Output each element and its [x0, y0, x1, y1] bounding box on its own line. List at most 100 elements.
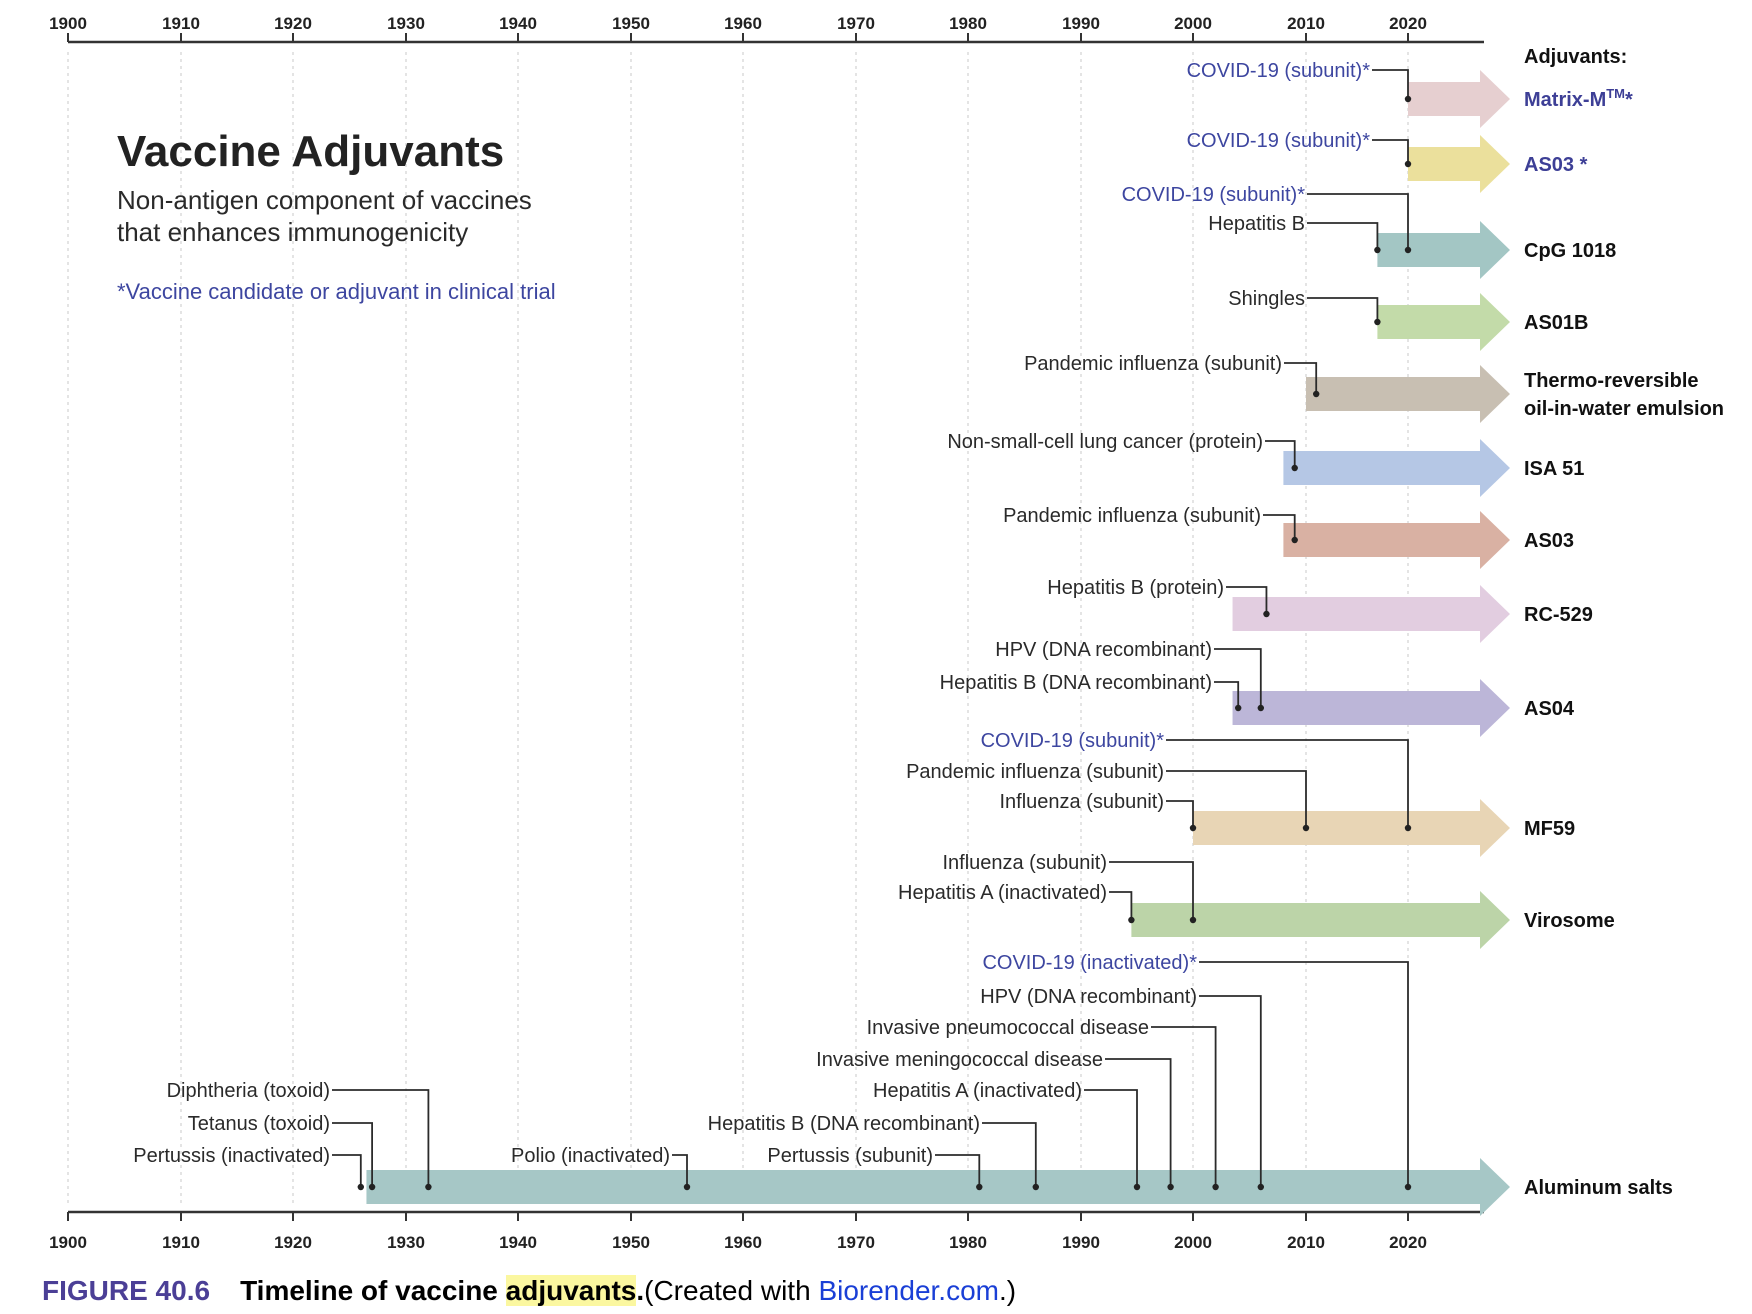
title-period: . — [636, 1275, 645, 1306]
connector-line — [332, 1089, 430, 1187]
vaccine-marker: Non-small-cell lung cancer (protein) — [947, 431, 1298, 472]
vaccine-label: Influenza (subunit) — [999, 791, 1164, 813]
connector-line — [1372, 139, 1409, 164]
vaccine-dot — [357, 1183, 364, 1191]
bottom-tick-label-1990: 1990 — [1062, 1233, 1100, 1252]
vaccine-marker: COVID-19 (subunit)* — [981, 730, 1412, 832]
connector-line — [1105, 1058, 1172, 1187]
vaccine-label: Pandemic influenza (subunit) — [906, 761, 1164, 783]
vaccine-dot — [1189, 824, 1197, 832]
vaccine-label: Hepatitis A (inactivated) — [873, 1080, 1082, 1102]
bottom-tick-label-1910: 1910 — [162, 1233, 200, 1252]
bottom-tick-label-1900: 1900 — [49, 1233, 87, 1252]
top-tick-label-1920: 1920 — [274, 14, 312, 33]
vaccine-marker: HPV (DNA recombinant) — [995, 639, 1265, 712]
vaccine-dot — [1291, 536, 1298, 544]
adjuvant-label: Matrix-MTM* — [1524, 86, 1633, 111]
connector-line — [332, 1154, 362, 1187]
bottom-axis: 1900 1910 1920 1930 1940 1950 1960 1970 1980 1990… — [49, 1210, 1484, 1252]
adjuvant-row-rc-529: RC-529 Hepatitis B (protein) — [1047, 577, 1593, 643]
adjuvant-label: Aluminum salts — [1524, 1177, 1673, 1199]
highlighted-word: adjuvants — [505, 1275, 637, 1306]
vaccine-marker: Hepatitis A (inactivated) — [873, 1080, 1141, 1191]
vaccine-dot — [1257, 704, 1265, 712]
trial-note: *Vaccine candidate or adjuvant in clinic… — [117, 279, 556, 304]
vaccine-dot — [1313, 390, 1320, 398]
adjuvant-arrow — [1408, 70, 1510, 128]
vaccine-marker: HPV (DNA recombinant) — [980, 986, 1265, 1191]
vaccine-marker: Hepatitis B (protein) — [1047, 577, 1270, 618]
biorender-link[interactable]: Biorender.com — [818, 1275, 999, 1306]
top-tick-label-2010: 2010 — [1287, 14, 1325, 33]
bottom-tick-label-2000: 2000 — [1174, 1233, 1212, 1252]
vaccine-marker: Polio (inactivated) — [511, 1145, 691, 1191]
credit-open: (Created with — [644, 1275, 819, 1306]
adjuvant-rows: Matrix-MTM* COVID-19 (subunit)* AS03 * COVI… — [133, 60, 1724, 1216]
adjuvant-arrow — [1283, 439, 1510, 497]
connector-line — [1199, 995, 1262, 1187]
vaccine-label: HPV (DNA recombinant) — [980, 986, 1197, 1008]
vaccine-dot — [1128, 916, 1135, 924]
connector-line — [1151, 1026, 1217, 1187]
vaccine-dot — [976, 1183, 983, 1191]
vaccine-label: Pertussis (subunit) — [767, 1145, 933, 1167]
adjuvant-row-isa-51: ISA 51 Non-small-cell lung cancer (protei… — [947, 431, 1584, 497]
vaccine-marker: Invasive pneumococcal disease — [867, 1017, 1219, 1191]
top-tick-label-1910: 1910 — [162, 14, 200, 33]
chart-title: Vaccine Adjuvants — [117, 127, 504, 176]
vaccine-dot — [1404, 824, 1412, 832]
connector-line — [672, 1154, 688, 1187]
top-tick-label-2000: 2000 — [1174, 14, 1212, 33]
bottom-tick-label-1960: 1960 — [724, 1233, 762, 1252]
vaccine-marker: Influenza (subunit) — [942, 852, 1197, 924]
vaccine-label: Pertussis (inactivated) — [133, 1145, 330, 1167]
connector-line — [1109, 861, 1194, 920]
subtitle-line-1: Non-antigen component of vaccines — [117, 185, 532, 215]
connector-line — [1372, 69, 1409, 99]
top-tick-label-1950: 1950 — [612, 14, 650, 33]
vaccine-dot — [1189, 916, 1197, 924]
adjuvant-label: AS01B — [1524, 312, 1588, 334]
bottom-tick-label-2020: 2020 — [1389, 1233, 1427, 1252]
adjuvant-row-matrix-m: Matrix-MTM* COVID-19 (subunit)* — [1187, 60, 1633, 128]
vaccine-label: Pandemic influenza (subunit) — [1003, 505, 1261, 527]
top-axis: 1900 1910 1920 1930 1940 1950 1960 1970 1980 1990… — [49, 14, 1484, 44]
vaccine-marker: COVID-19 (inactivated)* — [982, 952, 1412, 1191]
vaccine-dot — [368, 1183, 376, 1191]
vaccine-label: Pandemic influenza (subunit) — [1024, 353, 1282, 375]
connector-line — [1214, 648, 1262, 708]
vaccine-label: Hepatitis B (DNA recombinant) — [940, 672, 1212, 694]
vaccine-marker: Invasive meningococcal disease — [816, 1049, 1174, 1191]
vaccine-dot — [1404, 160, 1412, 168]
vaccine-label: Non-small-cell lung cancer (protein) — [947, 431, 1263, 453]
vaccine-dot — [1167, 1183, 1174, 1191]
vaccine-label: Invasive meningococcal disease — [816, 1049, 1103, 1071]
connector-line — [982, 1122, 1037, 1187]
top-tick-label-1980: 1980 — [949, 14, 987, 33]
vaccine-marker: Influenza (subunit) — [999, 791, 1197, 832]
bottom-tick-label-1920: 1920 — [274, 1233, 312, 1252]
adjuvant-row-mf59: MF59 COVID-19 (subunit)* Pandemic influenz… — [906, 730, 1575, 857]
vaccine-dot — [1235, 704, 1242, 712]
connector-line — [1284, 362, 1318, 394]
connector-line — [1214, 681, 1240, 708]
adjuvant-arrow — [1232, 679, 1510, 737]
adjuvant-arrow — [1283, 511, 1510, 569]
adjuvant-arrow — [1232, 585, 1510, 643]
vaccine-dot — [1133, 1183, 1141, 1191]
vaccine-label: Influenza (subunit) — [942, 852, 1107, 874]
vaccine-dot — [683, 1183, 691, 1191]
adjuvant-row-aluminum-salts: Aluminum salts COVID-19 (inactivated)* HPV… — [133, 952, 1673, 1216]
vaccine-dot — [1404, 246, 1412, 254]
vaccine-dot — [425, 1183, 432, 1191]
adjuvant-label: ISA 51 — [1524, 458, 1584, 480]
vaccine-label: COVID-19 (inactivated)* — [982, 952, 1197, 974]
vaccine-label: Hepatitis B (protein) — [1047, 577, 1224, 599]
top-tick-label-1940: 1940 — [499, 14, 537, 33]
title-prefix: Timeline of vaccine — [240, 1275, 506, 1306]
vaccine-dot — [1404, 1183, 1412, 1191]
vaccine-dot — [1291, 464, 1298, 472]
vaccine-marker: COVID-19 (subunit)* — [1122, 184, 1412, 254]
vaccine-dot — [1032, 1183, 1040, 1191]
top-tick-label-2020: 2020 — [1389, 14, 1427, 33]
